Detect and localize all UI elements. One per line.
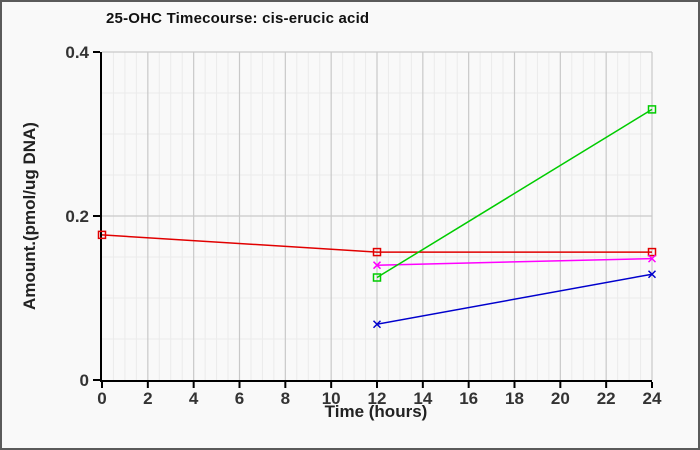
x-tick-label: 8 — [281, 389, 290, 408]
marker-x-magenta-x — [372, 261, 382, 270]
chart-title: 25-OHC Timecourse: cis-erucic acid — [106, 10, 370, 27]
series-line-magenta-x — [376, 257, 653, 266]
x-tick-label: 4 — [189, 389, 199, 408]
x-tick-label: 20 — [551, 389, 570, 408]
series-line-green-squares — [376, 108, 653, 279]
y-tick-label: 0 — [80, 371, 89, 390]
marker-x-magenta-x — [647, 254, 657, 263]
x-tick-label: 6 — [235, 389, 244, 408]
marker-square-red-squares — [97, 230, 107, 240]
x-tick-label: 18 — [505, 389, 524, 408]
x-tick-label: 14 — [413, 389, 432, 408]
x-tick-label: 24 — [643, 389, 662, 408]
marker-square-green-squares — [372, 273, 382, 282]
y-tick-label: 0.4 — [65, 43, 89, 62]
x-tick-label: 12 — [368, 389, 387, 408]
marker-x-blue-x — [647, 270, 657, 279]
marker-x-blue-x — [372, 320, 382, 329]
x-axis-label: Time (hours) — [324, 402, 428, 421]
x-tick-label: 10 — [322, 389, 341, 408]
marker-square-red-squares — [647, 247, 657, 257]
x-tick-label: 22 — [597, 389, 616, 408]
x-tick-label: 0 — [97, 389, 106, 408]
y-tick-label: 0.2 — [65, 207, 89, 226]
series-line-blue-x — [376, 273, 653, 325]
series-line-red-squares — [101, 234, 652, 253]
x-tick-label: 16 — [459, 389, 478, 408]
marker-square-green-squares — [647, 105, 657, 114]
marker-square-red-squares — [372, 247, 382, 257]
x-tick-label: 2 — [143, 389, 152, 408]
